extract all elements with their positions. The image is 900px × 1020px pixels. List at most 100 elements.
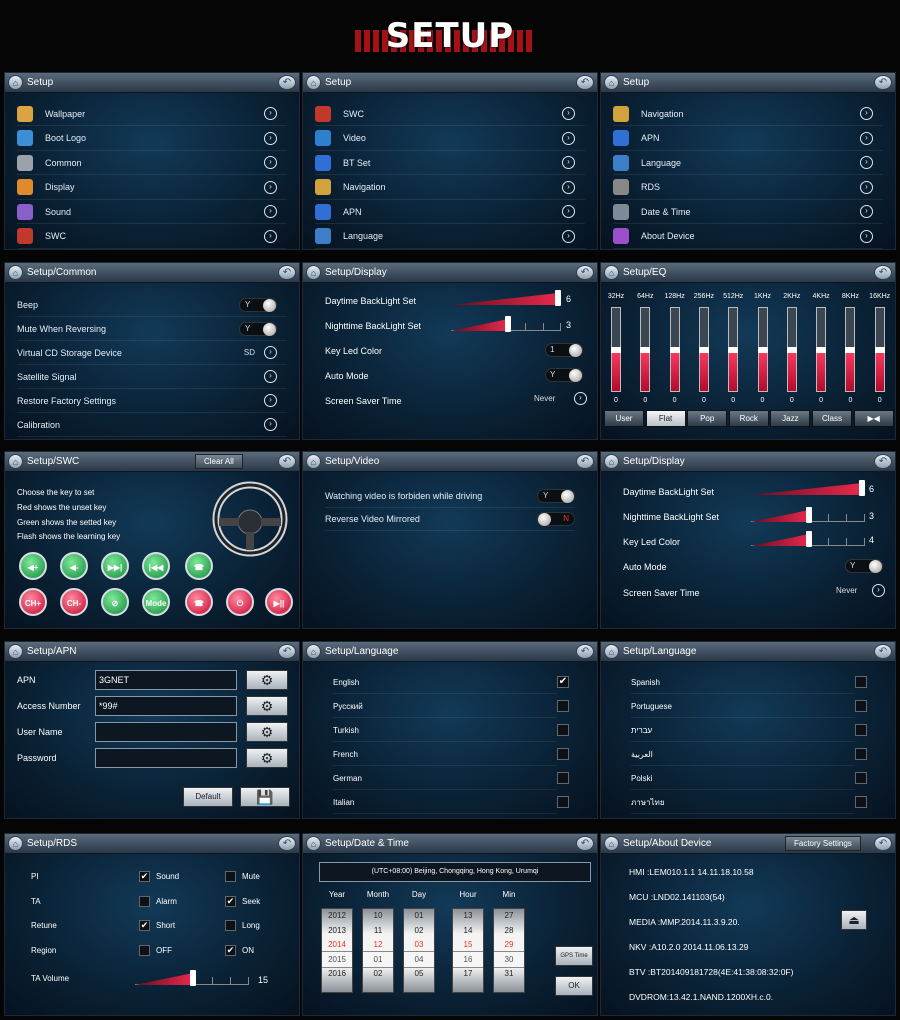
user-name-gear-icon[interactable]: ⚙ [246,722,288,742]
menu-item-sound[interactable]: Sound › [17,200,287,224]
eq-knob[interactable] [757,346,768,353]
home-icon[interactable]: ⌂ [306,454,321,469]
slider-knob[interactable] [555,290,561,306]
home-icon[interactable]: ⌂ [8,836,23,851]
back-icon[interactable]: ↶ [576,265,594,280]
picker-value[interactable]: 27 [504,911,514,920]
language-checkbox[interactable] [557,748,569,760]
menu-item-about-device[interactable]: About Device › [613,225,883,249]
day-picker[interactable]: 01 02 03 04 05 [403,908,435,993]
menu-item-language[interactable]: Language › [315,225,585,249]
chevron-right-icon[interactable]: › [562,229,575,243]
back-icon[interactable]: ↶ [874,836,892,851]
power-key[interactable]: ⏻ [226,588,254,616]
back-icon[interactable]: ↶ [874,75,892,90]
language-checkbox[interactable] [557,796,569,808]
language-checkbox[interactable] [855,772,867,784]
auto-mode-toggle[interactable]: Y [545,368,583,382]
eject-icon[interactable]: ⏏ [841,910,867,930]
home-icon[interactable]: ⌂ [8,265,23,280]
chevron-right-icon[interactable]: › [860,205,873,218]
chevron-right-icon[interactable]: › [264,394,277,407]
picker-value[interactable]: 2014 [328,940,346,949]
eq-preset-flat[interactable]: Flat [645,410,686,427]
language-option[interactable]: Turkish [333,719,569,742]
chevron-right-icon[interactable]: › [264,370,277,383]
language-checkbox[interactable] [855,676,867,688]
eq-knob[interactable] [698,346,709,353]
min-picker[interactable]: 27 28 29 30 31 [493,908,525,993]
language-checkbox[interactable] [557,772,569,784]
clear-all-button[interactable]: Clear All [195,454,243,469]
chevron-right-icon[interactable]: › [860,107,873,120]
timezone-selector[interactable]: (UTC+08:00) Beijing, Chongqing, Hong Kon… [319,862,591,882]
menu-item-boot-logo[interactable]: Boot Logo › [17,127,287,151]
eq-knob[interactable] [874,346,885,353]
chevron-right-icon[interactable]: › [562,107,575,120]
picker-value[interactable]: 13 [463,911,473,920]
chevron-right-icon[interactable]: › [860,156,873,169]
picker-value[interactable]: 10 [373,911,383,920]
satellite-signal-row[interactable]: Satellite Signal › [17,365,287,389]
eq-slider[interactable] [611,307,621,392]
eq-slider[interactable] [874,307,885,392]
back-icon[interactable]: ↶ [874,265,892,280]
back-icon[interactable]: ↶ [874,454,892,469]
back-icon[interactable]: ↶ [278,75,296,90]
back-icon[interactable]: ↶ [576,836,594,851]
eq-knob[interactable] [611,346,621,353]
video-forbidden-toggle[interactable]: Y [537,488,575,503]
mode-key[interactable]: Mode [142,588,170,616]
chevron-right-icon[interactable]: › [860,229,873,243]
picker-value[interactable]: 2016 [328,969,346,978]
rds-checkbox[interactable]: ✔ [139,920,150,931]
home-icon[interactable]: ⌂ [604,644,619,659]
language-checkbox[interactable] [855,748,867,760]
rds-checkbox[interactable] [225,871,236,882]
daytime-backlight-slider[interactable] [451,290,561,306]
eq-slider[interactable] [757,307,768,392]
language-option[interactable]: Spanish [631,671,867,694]
eq-slider[interactable] [698,307,709,392]
home-icon[interactable]: ⌂ [8,454,23,469]
back-icon[interactable]: ↶ [576,454,594,469]
back-icon[interactable]: ↶ [576,644,594,659]
menu-item-navigation[interactable]: Navigation › [613,102,883,126]
eq-preset-jazz[interactable]: Jazz [770,410,811,427]
beep-row[interactable]: Beep Y [17,293,287,317]
nighttime-backlight-slider[interactable] [751,507,865,523]
language-option[interactable]: Italian [333,791,569,814]
eq-slider[interactable] [640,307,651,392]
picker-value[interactable]: 01 [373,954,383,964]
gps-time-button[interactable]: GPS Time [555,946,593,966]
chevron-right-icon[interactable]: › [860,180,873,194]
daytime-backlight-slider[interactable] [751,480,865,496]
chevron-right-icon[interactable]: › [264,156,277,169]
back-icon[interactable]: ↶ [278,836,296,851]
picker-value[interactable]: 30 [504,954,514,964]
reverse-mirrored-toggle[interactable]: N [537,511,575,526]
access-number-input[interactable]: *99# [95,696,237,716]
home-icon[interactable]: ⌂ [306,644,321,659]
ta-volume-slider[interactable] [135,970,249,986]
home-icon[interactable]: ⌂ [306,836,321,851]
chevron-right-icon[interactable]: › [264,180,277,194]
eq-preset-class[interactable]: Class [812,410,852,427]
home-icon[interactable]: ⌂ [8,644,23,659]
apn-gear-icon[interactable]: ⚙ [246,670,288,690]
menu-item-common[interactable]: Common › [17,151,287,175]
chevron-right-icon[interactable]: › [872,584,885,597]
menu-item-swc[interactable]: SWC › [315,102,585,126]
language-checkbox[interactable] [557,700,569,712]
menu-item-wallpaper[interactable]: Wallpaper › [17,102,287,126]
prev-track-key[interactable]: |◀◀ [142,552,170,580]
play-pause-key[interactable]: ▶|| [265,588,293,616]
chevron-right-icon[interactable]: › [562,131,575,145]
eq-slider[interactable] [845,307,856,392]
chevron-right-icon[interactable]: › [264,346,277,359]
factory-settings-button[interactable]: Factory Settings [785,836,861,851]
slider-knob[interactable] [190,970,196,986]
back-icon[interactable]: ↶ [278,265,296,280]
user-name-input[interactable] [95,722,237,742]
chevron-right-icon[interactable]: › [264,229,277,243]
